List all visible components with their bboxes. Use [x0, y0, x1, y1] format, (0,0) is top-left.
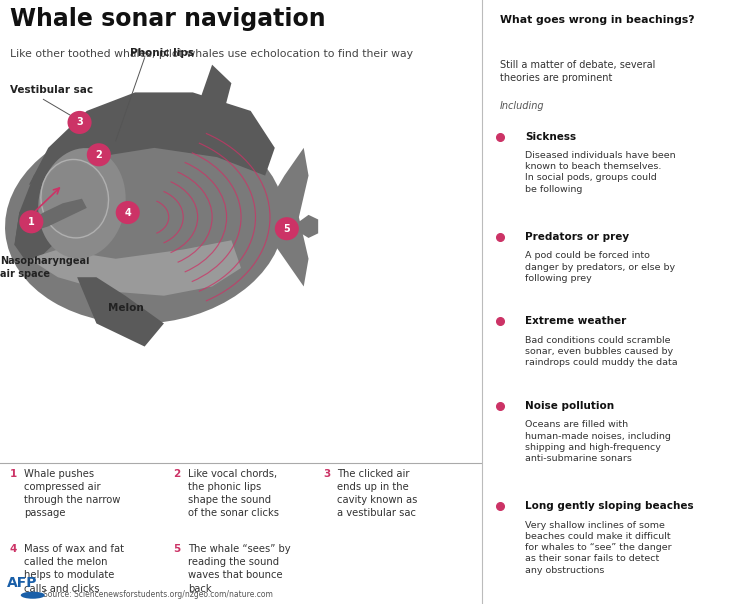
Text: Sickness: Sickness: [526, 132, 576, 142]
Text: Vestibular sac: Vestibular sac: [10, 85, 93, 95]
Text: 4: 4: [124, 208, 131, 217]
Text: Very shallow inclines of some
beaches could make it difficult
for whales to “see: Very shallow inclines of some beaches co…: [526, 521, 672, 574]
Text: The whale “sees” by
reading the sound
waves that bounce
back: The whale “sees” by reading the sound wa…: [188, 544, 291, 594]
Text: Mass of wax and fat
called the melon
helps to modulate
calls and clicks: Mass of wax and fat called the melon hel…: [24, 544, 124, 594]
Text: 1: 1: [28, 217, 35, 226]
Text: AFP: AFP: [7, 576, 38, 590]
Polygon shape: [193, 65, 231, 120]
Text: Nasopharyngeal
air space: Nasopharyngeal air space: [0, 257, 90, 279]
Text: The clicked air
ends up in the
cavity known as
a vestibular sac: The clicked air ends up in the cavity kn…: [338, 469, 418, 518]
Text: Melon: Melon: [108, 303, 144, 313]
Text: Skull: Skull: [56, 173, 79, 183]
Text: What goes wrong in beachings?: What goes wrong in beachings?: [500, 15, 695, 25]
Text: 2: 2: [96, 150, 102, 160]
Circle shape: [19, 210, 43, 233]
Text: Long gently sloping beaches: Long gently sloping beaches: [526, 501, 694, 512]
Text: 5: 5: [174, 544, 181, 554]
Polygon shape: [15, 204, 49, 259]
Polygon shape: [29, 92, 275, 185]
Text: Noise pollution: Noise pollution: [526, 401, 615, 411]
Text: A pod could be forced into
danger by predators, or else by
following prey: A pod could be forced into danger by pre…: [526, 251, 676, 283]
Text: Extreme weather: Extreme weather: [526, 316, 626, 327]
Text: Predators or prey: Predators or prey: [526, 232, 629, 242]
Text: Phonic lips: Phonic lips: [130, 48, 194, 58]
Text: Still a matter of debate, several
theories are prominent: Still a matter of debate, several theori…: [500, 60, 655, 83]
Circle shape: [68, 111, 91, 134]
Text: Including: Including: [500, 101, 545, 112]
Text: Bad conditions could scramble
sonar, even bubbles caused by
raindrops could mudd: Bad conditions could scramble sonar, eve…: [526, 336, 678, 367]
Polygon shape: [299, 215, 318, 238]
Text: Source: Sciencenewsforstudents.org/nzgeo.com/nature.com: Source: Sciencenewsforstudents.org/nzgeo…: [43, 590, 273, 599]
Text: Like vocal chords,
the phonic lips
shape the sound
of the sonar clicks: Like vocal chords, the phonic lips shape…: [188, 469, 279, 518]
Text: 4: 4: [10, 544, 17, 554]
Ellipse shape: [43, 162, 106, 236]
Polygon shape: [77, 277, 164, 347]
Polygon shape: [29, 199, 87, 231]
Text: Whale sonar navigation: Whale sonar navigation: [10, 7, 325, 31]
Circle shape: [275, 217, 299, 240]
Text: 1: 1: [10, 469, 17, 479]
Text: 3: 3: [323, 469, 330, 479]
Polygon shape: [265, 148, 308, 286]
Polygon shape: [15, 129, 106, 259]
Text: 2: 2: [174, 469, 181, 479]
Text: 5: 5: [283, 223, 290, 234]
Ellipse shape: [38, 148, 126, 259]
Text: Oceans are filled with
human-made noises, including
shipping and high-frequency
: Oceans are filled with human-made noises…: [526, 420, 671, 463]
Circle shape: [87, 143, 111, 166]
Text: Whale pushes
compressed air
through the narrow
passage: Whale pushes compressed air through the …: [24, 469, 121, 518]
Ellipse shape: [5, 120, 284, 324]
Text: Diseased individuals have been
known to beach themselves.
In social pods, groups: Diseased individuals have been known to …: [526, 151, 676, 194]
Text: Like other toothed whales, pilot whales use echolocation to find their way: Like other toothed whales, pilot whales …: [10, 48, 413, 59]
Polygon shape: [29, 240, 241, 296]
Text: 3: 3: [76, 117, 83, 127]
Circle shape: [21, 592, 45, 599]
Circle shape: [116, 201, 140, 224]
